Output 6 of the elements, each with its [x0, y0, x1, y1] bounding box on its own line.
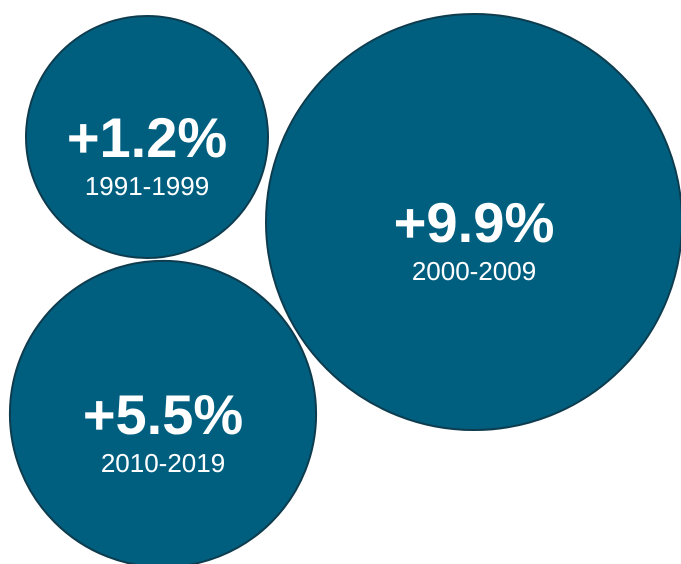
category-label: 1991-1999	[84, 171, 210, 201]
data-label: +9.9%	[394, 191, 554, 254]
category-label: 2010-2019	[100, 448, 226, 478]
data-label: +5.5%	[82, 383, 244, 446]
data-label: +1.2%	[66, 106, 228, 169]
category-label: 2000-2009	[412, 256, 536, 286]
